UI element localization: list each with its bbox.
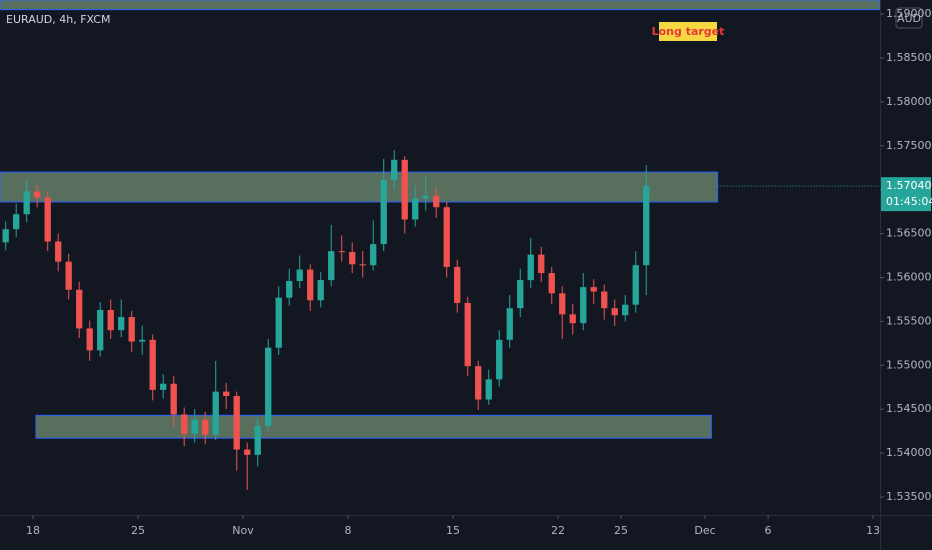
candle-body xyxy=(149,339,156,390)
y-tick-label: 1.55000 xyxy=(886,358,932,371)
candle-body xyxy=(412,198,419,220)
candle-body xyxy=(128,316,135,342)
chart-title: EURAUD, 4h, FXCM xyxy=(6,13,110,26)
candle-body xyxy=(2,229,9,243)
candle-body xyxy=(548,273,555,294)
candle-body xyxy=(181,414,188,434)
y-tick-label: 1.56500 xyxy=(886,227,932,240)
y-tick-label: 1.56000 xyxy=(886,270,932,283)
annotation-box xyxy=(659,22,717,41)
candle-body xyxy=(286,280,293,298)
y-tick-label: 1.57500 xyxy=(886,139,932,152)
zone xyxy=(35,414,712,439)
x-tick-label: 18 xyxy=(26,524,40,537)
y-tick-label: 1.58500 xyxy=(886,51,932,64)
candle-body xyxy=(275,297,282,348)
annotation: Long target xyxy=(652,25,725,38)
candle-body xyxy=(506,308,513,340)
candle-body xyxy=(328,251,335,281)
candle-body xyxy=(265,347,272,426)
candle-body xyxy=(643,186,650,266)
countdown: 01:45:04 xyxy=(886,195,932,208)
plot-area xyxy=(0,0,881,490)
candle-body xyxy=(244,449,251,455)
candle-body xyxy=(380,180,387,245)
candle-body xyxy=(485,379,492,400)
candle-body xyxy=(559,293,566,315)
candle-body xyxy=(527,254,534,281)
currency[interactable]: AUD xyxy=(897,12,921,25)
candle-body xyxy=(223,391,230,397)
y-tick-label: 1.59000 xyxy=(886,7,932,20)
candle-body xyxy=(34,191,41,198)
candle-body xyxy=(632,265,639,305)
x-tick-label: 25 xyxy=(614,524,628,537)
candle-body xyxy=(202,419,209,435)
candle-body xyxy=(538,254,545,274)
candle-body xyxy=(55,241,62,262)
last-price-label: 1.57040 xyxy=(886,179,932,192)
candle-body xyxy=(107,309,114,331)
candle-body xyxy=(97,309,104,351)
candle-body xyxy=(13,214,20,230)
candle-body xyxy=(590,287,597,292)
x-tick-label: 6 xyxy=(765,524,772,537)
candle-body xyxy=(212,391,219,435)
candle-body xyxy=(370,244,377,266)
y-tick-label: 1.58000 xyxy=(886,95,932,108)
candle-body xyxy=(569,314,576,324)
candle-body xyxy=(359,264,366,266)
candle-body xyxy=(517,280,524,309)
candle-body xyxy=(139,339,146,342)
candle-body xyxy=(191,419,198,434)
candle-body xyxy=(349,252,356,265)
y-tick-label: 1.54000 xyxy=(886,446,932,459)
candle-body xyxy=(317,280,324,301)
candle-body xyxy=(86,328,93,351)
y-tick-label: 1.54500 xyxy=(886,402,932,415)
candle-body xyxy=(401,159,408,220)
candle-body xyxy=(233,396,240,450)
candle-body xyxy=(338,251,345,253)
x-tick-label: 13 xyxy=(866,524,880,537)
x-tick-label: 8 xyxy=(345,524,352,537)
candle-body xyxy=(44,197,51,242)
candle-body xyxy=(622,304,629,316)
candle-body xyxy=(23,191,30,215)
candle-body xyxy=(76,289,83,329)
candle-body xyxy=(296,269,303,281)
candle-body xyxy=(160,383,167,390)
candle-body xyxy=(254,425,261,455)
candle-body xyxy=(454,266,461,303)
candle-body xyxy=(580,287,587,324)
candle-body xyxy=(611,308,618,316)
candle-body xyxy=(433,195,440,208)
candle-body xyxy=(170,383,177,415)
x-tick-label: 22 xyxy=(551,524,565,537)
y-tick-label: 1.53500 xyxy=(886,490,932,503)
candle-body xyxy=(464,302,471,367)
candle-body xyxy=(65,261,72,290)
y-tick-label: 1.55500 xyxy=(886,314,932,327)
x-tick-label: 25 xyxy=(131,524,145,537)
candle-body xyxy=(496,339,503,380)
currency-box[interactable] xyxy=(895,7,923,29)
x-tick-label: Nov xyxy=(232,524,254,537)
candle-body xyxy=(118,316,125,331)
candle-body xyxy=(307,269,314,301)
candle-body xyxy=(422,195,429,199)
candle-body xyxy=(601,291,608,309)
zone xyxy=(0,0,881,11)
candle-body xyxy=(391,159,398,181)
x-tick-label: 15 xyxy=(446,524,460,537)
candle-body xyxy=(443,207,450,267)
last-price-box xyxy=(881,177,931,212)
x-tick-label: Dec xyxy=(694,524,715,537)
zone xyxy=(0,171,719,203)
candle-body xyxy=(475,366,482,400)
